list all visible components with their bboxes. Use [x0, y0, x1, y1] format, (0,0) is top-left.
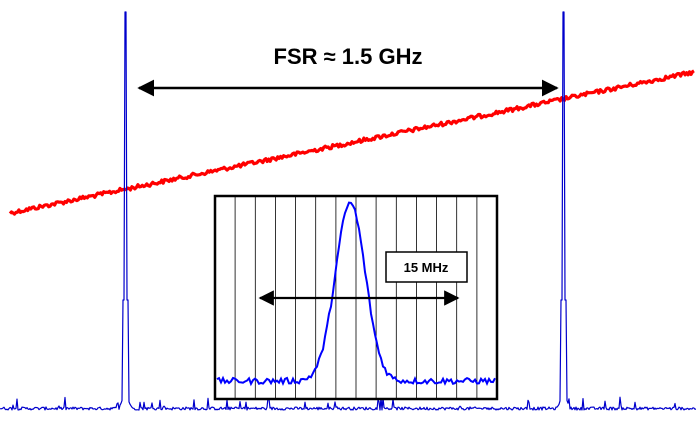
inset-width-label: 15 MHz	[404, 260, 449, 275]
ramp-trace-red	[8, 69, 695, 216]
inset-width-label-box	[385, 251, 468, 283]
transmission-trace-blue	[0, 11, 696, 411]
inset-frame	[213, 194, 499, 401]
inset-panel: 15 MHz	[213, 194, 499, 401]
fsr-label: FSR ≈ 1.5 GHz	[274, 44, 423, 69]
inset-peak-trace	[216, 201, 496, 387]
